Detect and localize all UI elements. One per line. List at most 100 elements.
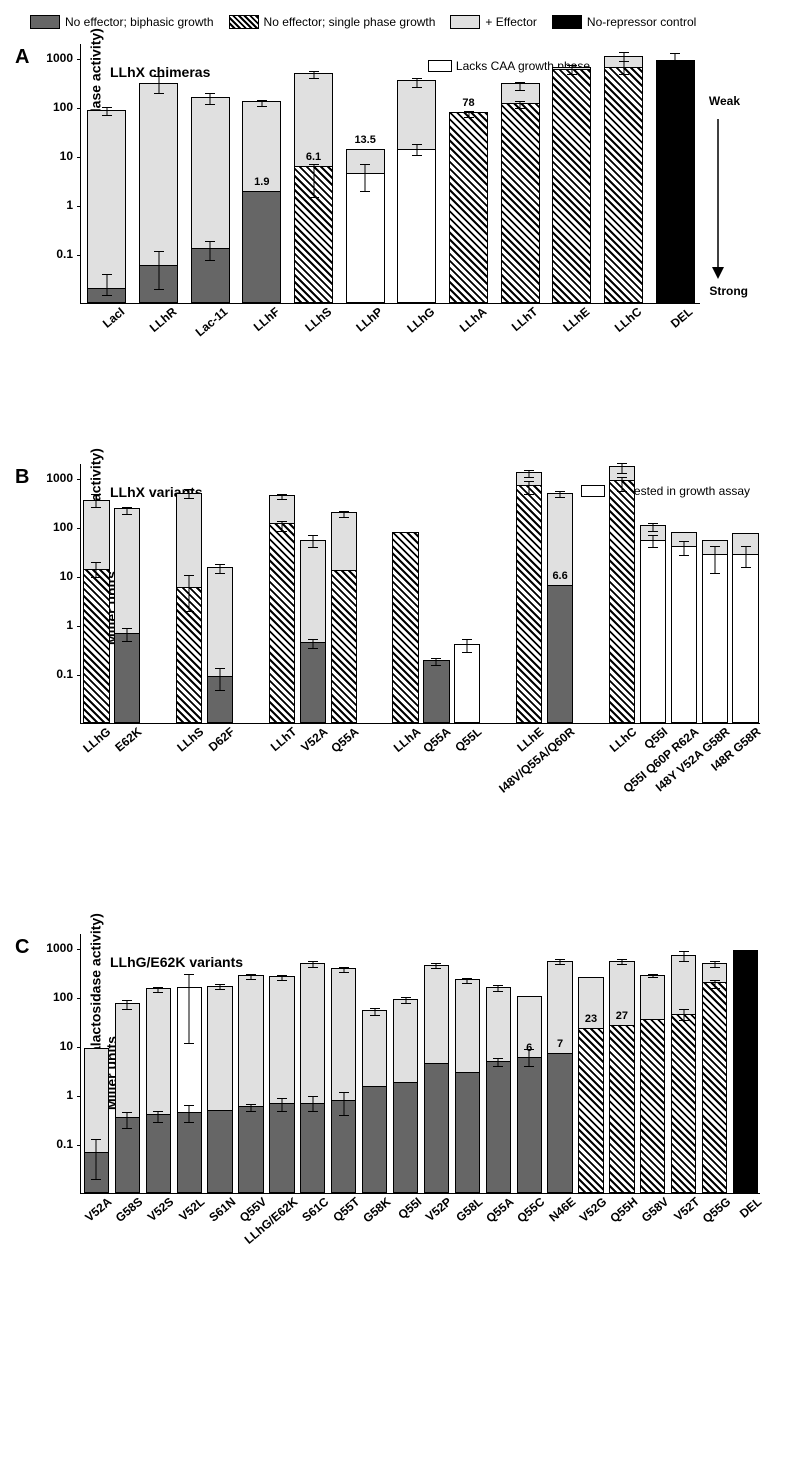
bar-lower [547, 1053, 572, 1193]
arrow-icon [708, 119, 728, 279]
x-tick-label: S61N [205, 1193, 238, 1225]
x-tick-label: G58V [637, 1193, 671, 1225]
swatch [30, 15, 60, 29]
plot-area: 0.11101001000LacILLhRLac-111.9LLhF6.1LLh… [80, 44, 700, 304]
x-tick-label: V52S [144, 1193, 177, 1224]
x-tick-label: V52G [575, 1193, 609, 1225]
legend-label: No effector; biphasic growth [65, 15, 214, 29]
bar-lower [516, 485, 542, 723]
x-tick-label: LLhG [79, 723, 113, 755]
legend-label: No-repressor control [587, 15, 696, 29]
bar-lower [331, 570, 357, 723]
panel-letter: A [15, 46, 29, 69]
bar-lower [455, 1072, 480, 1193]
x-tick-label: LLhS [173, 723, 206, 755]
x-tick-label: V52A [81, 1193, 114, 1225]
x-tick-label: V52A [297, 723, 330, 755]
x-tick-label: V52P [422, 1193, 455, 1224]
bar-lower [609, 1025, 634, 1193]
bar-lower [454, 644, 480, 723]
bar-lower [300, 1103, 325, 1193]
legend-item: No effector; single phase growth [229, 15, 436, 29]
y-tick-label: 1000 [46, 471, 81, 485]
x-tick-label: Q55A [419, 723, 453, 755]
x-tick-label: Q55T [329, 1193, 362, 1225]
data-label: 6.1 [289, 151, 338, 163]
plot-area: 0.11101001000V52AG58SV52SV52LS61NQ55VLLh… [80, 934, 760, 1194]
y-tick-label: 100 [53, 520, 81, 534]
legend-label: No effector; single phase growth [264, 15, 436, 29]
x-tick-label: LLhF [249, 303, 282, 334]
legend: No effector; biphasic growth No effector… [10, 10, 790, 34]
y-tick-label: 1000 [46, 941, 81, 955]
x-tick-label: DEL [667, 303, 696, 331]
bar-lower [269, 523, 295, 723]
y-tick-label: 0.1 [56, 247, 81, 261]
data-label: 1.9 [237, 176, 286, 188]
bar-lower [733, 950, 758, 1193]
bar-lower [242, 191, 281, 303]
y-tick-label: 1 [66, 618, 81, 632]
bar-lower [397, 149, 436, 303]
bar-lower [362, 1086, 387, 1193]
legend-item: No-repressor control [552, 15, 696, 29]
data-label: 6.6 [542, 570, 578, 582]
x-tick-label: Q55A [327, 723, 361, 755]
x-tick-label: V52T [670, 1193, 702, 1224]
bar-lower [609, 480, 635, 723]
panel-letter: B [15, 466, 29, 489]
x-tick-label: LLhR [145, 303, 179, 335]
x-tick-label: Q55H [606, 1193, 640, 1225]
weak-label: Weak [709, 94, 740, 108]
legend-item: + Effector [450, 15, 536, 29]
x-tick-label: LLhE [559, 303, 592, 335]
x-tick-label: LLhC [605, 723, 639, 755]
x-tick-label: DEL [735, 1193, 764, 1221]
x-tick-label: D62F [205, 723, 238, 754]
bar-lower [671, 546, 697, 723]
x-tick-label: LacI [98, 303, 127, 331]
legend-label: + Effector [485, 15, 536, 29]
bar-lower [578, 1028, 603, 1193]
y-tick-label: 1 [66, 198, 81, 212]
x-tick-label: LLhT [266, 723, 299, 754]
bar-lower [671, 1014, 696, 1193]
strong-label: Strong [709, 284, 748, 298]
bar-lower [517, 1057, 542, 1193]
data-label: 78 [444, 97, 493, 109]
bar-lower [732, 554, 758, 723]
swatch [552, 15, 582, 29]
data-label: 27 [604, 1010, 639, 1022]
swatch [450, 15, 480, 29]
bar-lower [393, 1082, 418, 1193]
x-tick-label: Lac-11 [192, 303, 231, 339]
x-tick-label: G58S [112, 1193, 146, 1225]
y-tick-label: 1 [66, 1088, 81, 1102]
plot-area: 0.11101001000LLhGE62KLLhSD62FLLhTV52AQ55… [80, 464, 760, 724]
bar-lower [449, 112, 488, 303]
y-tick-label: 100 [53, 100, 81, 114]
bar-lower [207, 1110, 232, 1193]
y-tick-label: 10 [60, 149, 81, 163]
bar-lower [269, 1103, 294, 1193]
data-label: 13.5 [341, 134, 390, 146]
data-label: 7 [542, 1038, 577, 1050]
bar-lower [486, 1061, 511, 1193]
chart-c: C LLhG/E62K variants Log (β-galactosidas… [10, 934, 790, 1354]
y-tick-label: 100 [53, 990, 81, 1004]
bar-lower [702, 554, 728, 723]
x-tick-label: G58L [452, 1193, 485, 1225]
x-tick-label: Q55C [513, 1193, 547, 1225]
bar-lower [424, 1063, 449, 1193]
bar-lower [501, 103, 540, 303]
bar-lower [552, 69, 591, 303]
legend-item: No effector; biphasic growth [30, 15, 214, 29]
bar-lower [423, 660, 449, 723]
x-tick-label: S61C [298, 1193, 331, 1225]
x-tick-label: Q55A [482, 1193, 516, 1225]
x-tick-label: Q55I [394, 1193, 424, 1222]
bar-lower [83, 569, 109, 723]
y-tick-label: 10 [60, 1039, 81, 1053]
x-tick-label: LLhT [508, 303, 541, 334]
x-tick-label: E62K [111, 723, 144, 755]
